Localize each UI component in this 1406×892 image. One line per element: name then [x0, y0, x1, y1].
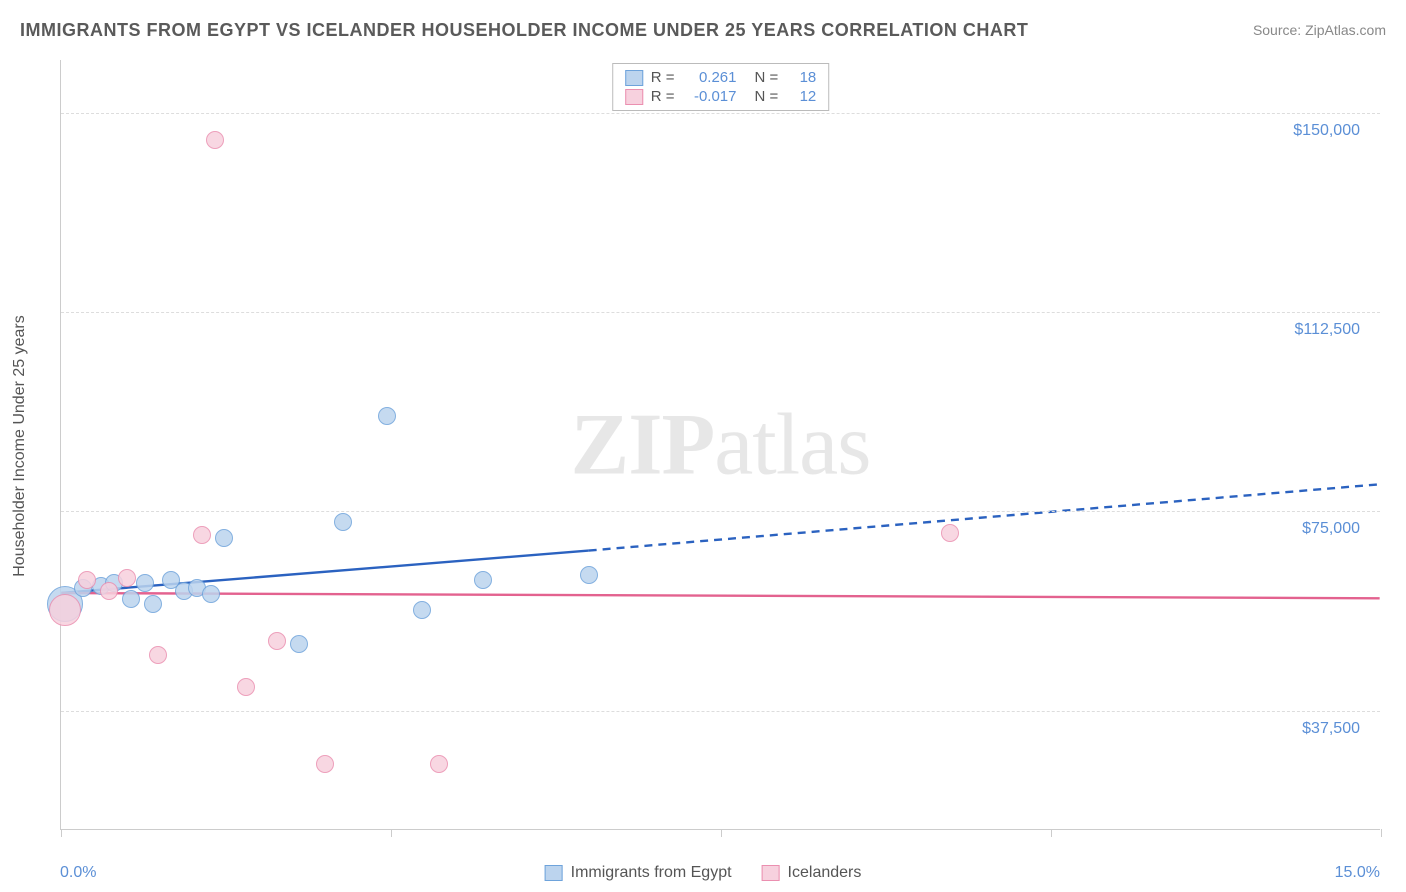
x-tick: [1381, 829, 1382, 837]
data-point: [202, 585, 220, 603]
legend-swatch: [625, 70, 643, 86]
y-tick-label: $150,000: [1293, 122, 1360, 140]
data-point: [215, 529, 233, 547]
data-point: [78, 571, 96, 589]
data-point: [237, 678, 255, 696]
data-point: [149, 646, 167, 664]
data-point: [206, 131, 224, 149]
x-tick: [1051, 829, 1052, 837]
gridline-h: [61, 711, 1380, 712]
correlation-legend-row: R = -0.017 N = 12: [625, 87, 817, 106]
chart-svg: [61, 60, 1380, 829]
legend-r-value: 0.261: [685, 69, 737, 86]
data-point: [49, 594, 81, 626]
y-tick-label: $37,500: [1302, 720, 1360, 738]
data-point: [100, 582, 118, 600]
data-point: [378, 407, 396, 425]
data-point: [334, 513, 352, 531]
series-legend-item: Icelanders: [762, 864, 862, 882]
data-point: [474, 571, 492, 589]
data-point: [122, 590, 140, 608]
gridline-h: [61, 312, 1380, 313]
data-point: [941, 524, 959, 542]
y-tick-label: $75,000: [1302, 520, 1360, 538]
data-point: [144, 595, 162, 613]
chart-title: IMMIGRANTS FROM EGYPT VS ICELANDER HOUSE…: [20, 20, 1028, 41]
data-point: [268, 632, 286, 650]
series-legend-item: Immigrants from Egypt: [545, 864, 732, 882]
gridline-h: [61, 113, 1380, 114]
data-point: [316, 755, 334, 773]
legend-n-value: 12: [788, 88, 816, 105]
series-legend-label: Immigrants from Egypt: [571, 864, 732, 882]
source-label: Source: ZipAtlas.com: [1253, 22, 1386, 38]
correlation-legend: R = 0.261 N = 18 R = -0.017 N = 12: [612, 63, 830, 111]
legend-swatch: [762, 865, 780, 881]
gridline-h: [61, 511, 1380, 512]
watermark: ZIPatlas: [571, 394, 871, 495]
series-legend: Immigrants from Egypt Icelanders: [545, 864, 862, 882]
plot-area: ZIPatlas R = 0.261 N = 18 R = -0.017 N = 12 $37…: [60, 60, 1380, 830]
legend-n-value: 18: [788, 69, 816, 86]
legend-r-value: -0.017: [685, 88, 737, 105]
legend-n-label: N =: [755, 88, 779, 105]
legend-swatch: [545, 865, 563, 881]
series-legend-label: Icelanders: [788, 864, 862, 882]
data-point: [136, 574, 154, 592]
x-tick: [61, 829, 62, 837]
y-axis-title: Householder Income Under 25 years: [11, 315, 29, 576]
data-point: [580, 566, 598, 584]
data-point: [413, 601, 431, 619]
data-point: [193, 526, 211, 544]
legend-swatch: [625, 89, 643, 105]
x-axis-min-label: 0.0%: [60, 864, 96, 882]
legend-r-label: R =: [651, 69, 675, 86]
legend-n-label: N =: [755, 69, 779, 86]
correlation-legend-row: R = 0.261 N = 18: [625, 68, 817, 87]
legend-r-label: R =: [651, 88, 675, 105]
x-axis-max-label: 15.0%: [1335, 864, 1380, 882]
y-tick-label: $112,500: [1294, 321, 1360, 339]
data-point: [430, 755, 448, 773]
x-tick: [391, 829, 392, 837]
x-tick: [721, 829, 722, 837]
data-point: [118, 569, 136, 587]
data-point: [290, 635, 308, 653]
